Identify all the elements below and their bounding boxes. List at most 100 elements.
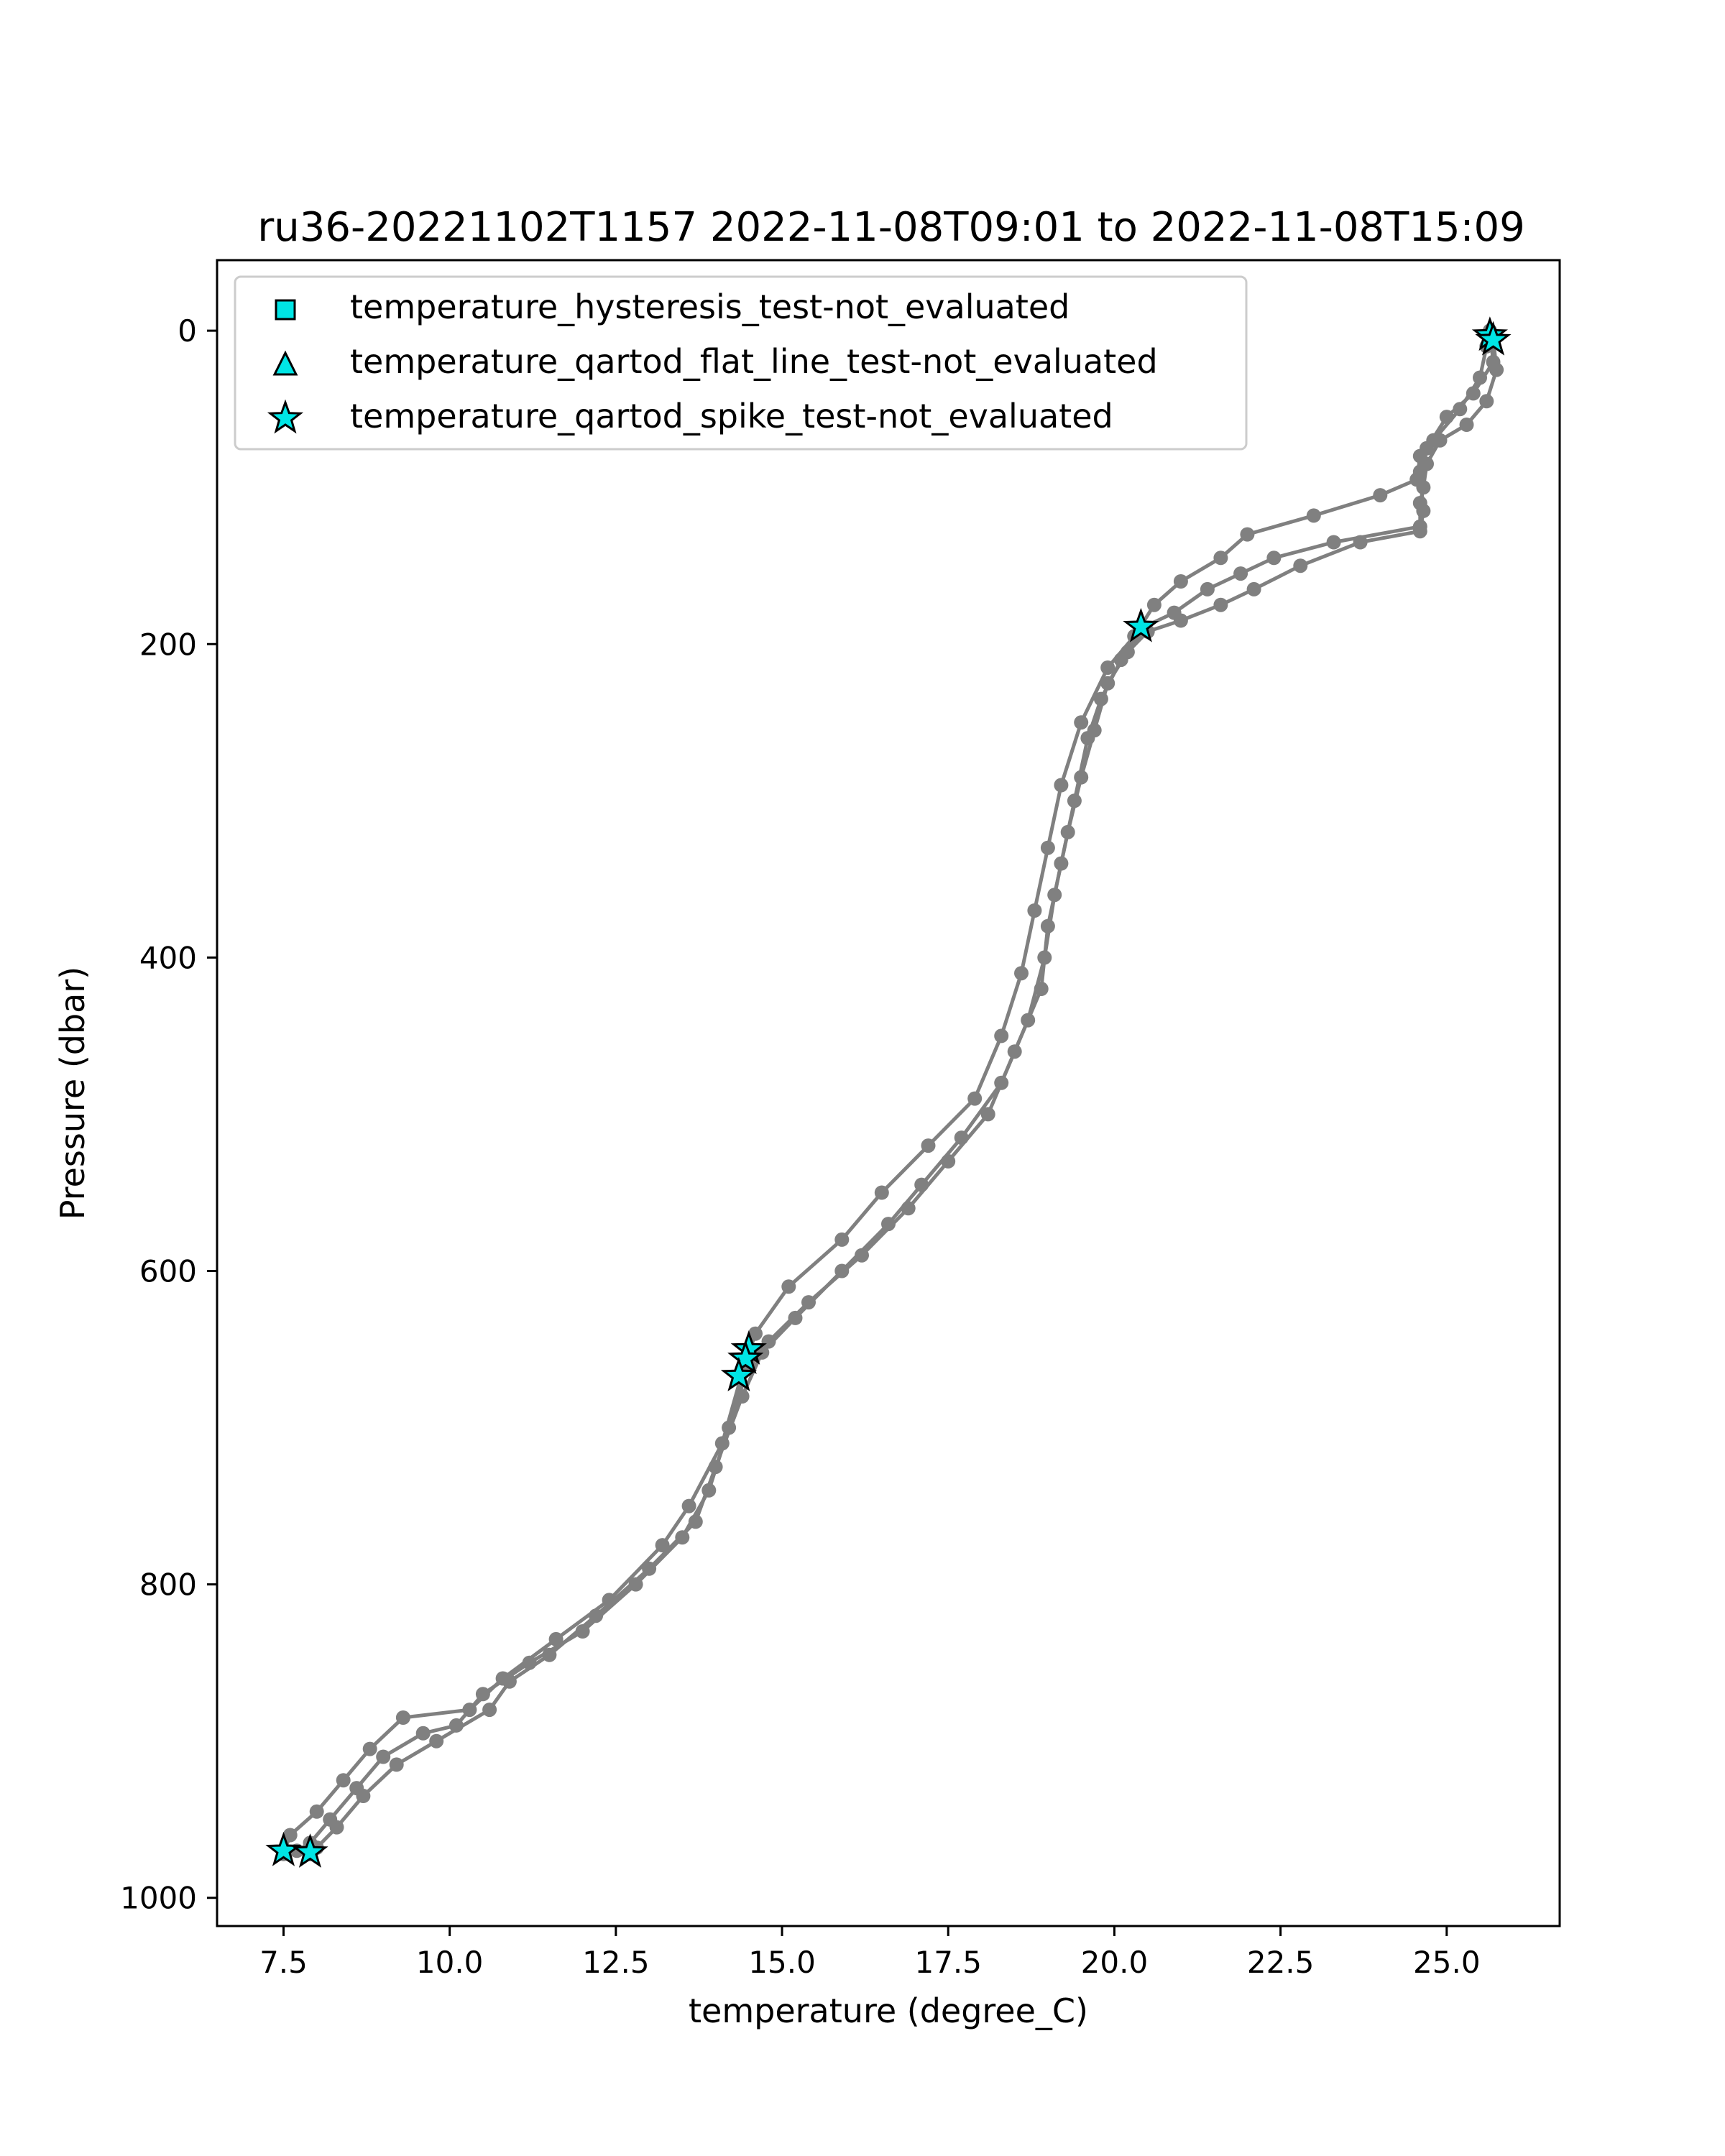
y-axis-label: Pressure (dbar) [53, 967, 92, 1220]
profile-point [336, 1773, 351, 1788]
profile-point [1466, 386, 1481, 401]
profile-point [1074, 770, 1089, 785]
profile-point [1040, 840, 1055, 855]
chart-title: ru36-20221102T1157 2022-11-08T09:01 to 2… [257, 204, 1524, 251]
profile-point [688, 1514, 703, 1529]
profile-point [522, 1655, 537, 1670]
y-tick-label: 0 [178, 313, 197, 349]
profile-point [448, 1718, 464, 1733]
profile-point [655, 1538, 670, 1553]
profile-point [282, 1828, 298, 1843]
profile-point [1146, 597, 1162, 612]
profile-point [502, 1674, 517, 1689]
legend-markers [267, 299, 304, 434]
profile-point [1459, 418, 1474, 432]
legend: temperature_hysteresis_test-not_evaluate… [234, 275, 1248, 451]
legend-square-marker [275, 299, 296, 321]
profile-point [1486, 354, 1501, 369]
x-tick-label: 20.0 [1081, 1945, 1149, 1980]
x-axis: 7.5 10.0 12.5 15.0 17.5 20.0 22.5 25.0 [259, 1926, 1481, 1980]
x-tick-label: 22.5 [1247, 1945, 1315, 1980]
profile-point [575, 1624, 590, 1639]
spike-flag-point [265, 1831, 302, 1866]
x-tick-label: 17.5 [914, 1945, 982, 1980]
profile-point [994, 1028, 1009, 1044]
profile-point [1326, 535, 1341, 550]
profile-point [994, 1075, 1009, 1090]
profile-point [1200, 581, 1215, 596]
profile-point [788, 1310, 803, 1325]
profile-line [308, 330, 1496, 1856]
legend-triangle-marker [272, 350, 298, 376]
profile-point [475, 1687, 490, 1702]
spike-flag-point [1475, 321, 1512, 356]
profile-point [921, 1138, 936, 1153]
profile-point [429, 1733, 444, 1749]
profile-point [702, 1483, 717, 1498]
profile-point [1100, 676, 1116, 691]
profile-point [681, 1498, 696, 1514]
profile-point [589, 1608, 604, 1623]
profile-point [462, 1703, 477, 1718]
profile-point [1293, 558, 1308, 573]
legend-box [234, 275, 1248, 451]
profile-point [748, 1326, 763, 1341]
profile-point [1453, 402, 1468, 417]
spike-flag-point [727, 1340, 764, 1375]
profile-point [1060, 824, 1075, 839]
profile-point [714, 1436, 730, 1451]
profile-point [1007, 1044, 1022, 1059]
profile-lines [282, 330, 1499, 1856]
profile-point [1100, 660, 1116, 675]
profile-point [415, 1726, 431, 1741]
profile-point [761, 1334, 776, 1349]
profile-point [1213, 597, 1228, 612]
profile-point [675, 1530, 690, 1545]
profile-point [356, 1789, 371, 1803]
y-tick-label: 800 [139, 1567, 197, 1603]
profile-point [1173, 574, 1188, 589]
profile-point [1027, 903, 1042, 918]
profile-point [1037, 950, 1052, 965]
y-tick-label: 200 [139, 627, 197, 662]
profile-point [1120, 645, 1135, 660]
profile-point [1034, 982, 1049, 996]
legend-entry-spike: temperature_qartod_spike_test-not_evalua… [350, 397, 1113, 436]
profile-point [548, 1631, 564, 1646]
profile-point [1479, 394, 1494, 409]
y-tick-label: 400 [139, 940, 197, 975]
profile-point [855, 1248, 869, 1263]
profile-point [376, 1749, 391, 1764]
x-tick-label: 10.0 [416, 1945, 484, 1980]
legend-star-marker [267, 399, 304, 434]
profile-point [881, 1217, 896, 1232]
profile-point [735, 1389, 750, 1404]
profile-point [1021, 1013, 1036, 1028]
profile-point [954, 1130, 969, 1146]
profile-point [642, 1561, 657, 1576]
spike-flag-point [292, 1833, 328, 1868]
profile-point [1067, 793, 1082, 808]
profile-point [1412, 464, 1427, 479]
profile-point [708, 1460, 723, 1475]
profile-point [309, 1804, 324, 1819]
profile-point [542, 1647, 557, 1662]
profile-point [834, 1232, 850, 1247]
plot-frame [216, 259, 1561, 1927]
profile-point [1420, 441, 1434, 456]
profile-point [482, 1703, 497, 1718]
flag-points [265, 316, 1512, 1868]
profile-point [1040, 918, 1055, 934]
profile-line [282, 346, 1489, 1855]
profile-point [395, 1710, 410, 1725]
profile-point [722, 1420, 737, 1435]
profile-line [295, 338, 1499, 1853]
profile-point [1266, 550, 1282, 566]
profile-point [1439, 410, 1454, 425]
x-axis-label: temperature (degree_C) [689, 1991, 1088, 2030]
legend-entry-flat-line: temperature_qartod_flat_line_test-not_ev… [350, 342, 1158, 381]
profile-point [941, 1153, 956, 1169]
profile-point [602, 1593, 617, 1608]
profile-point [389, 1757, 404, 1772]
y-tick-label: 600 [139, 1254, 197, 1289]
